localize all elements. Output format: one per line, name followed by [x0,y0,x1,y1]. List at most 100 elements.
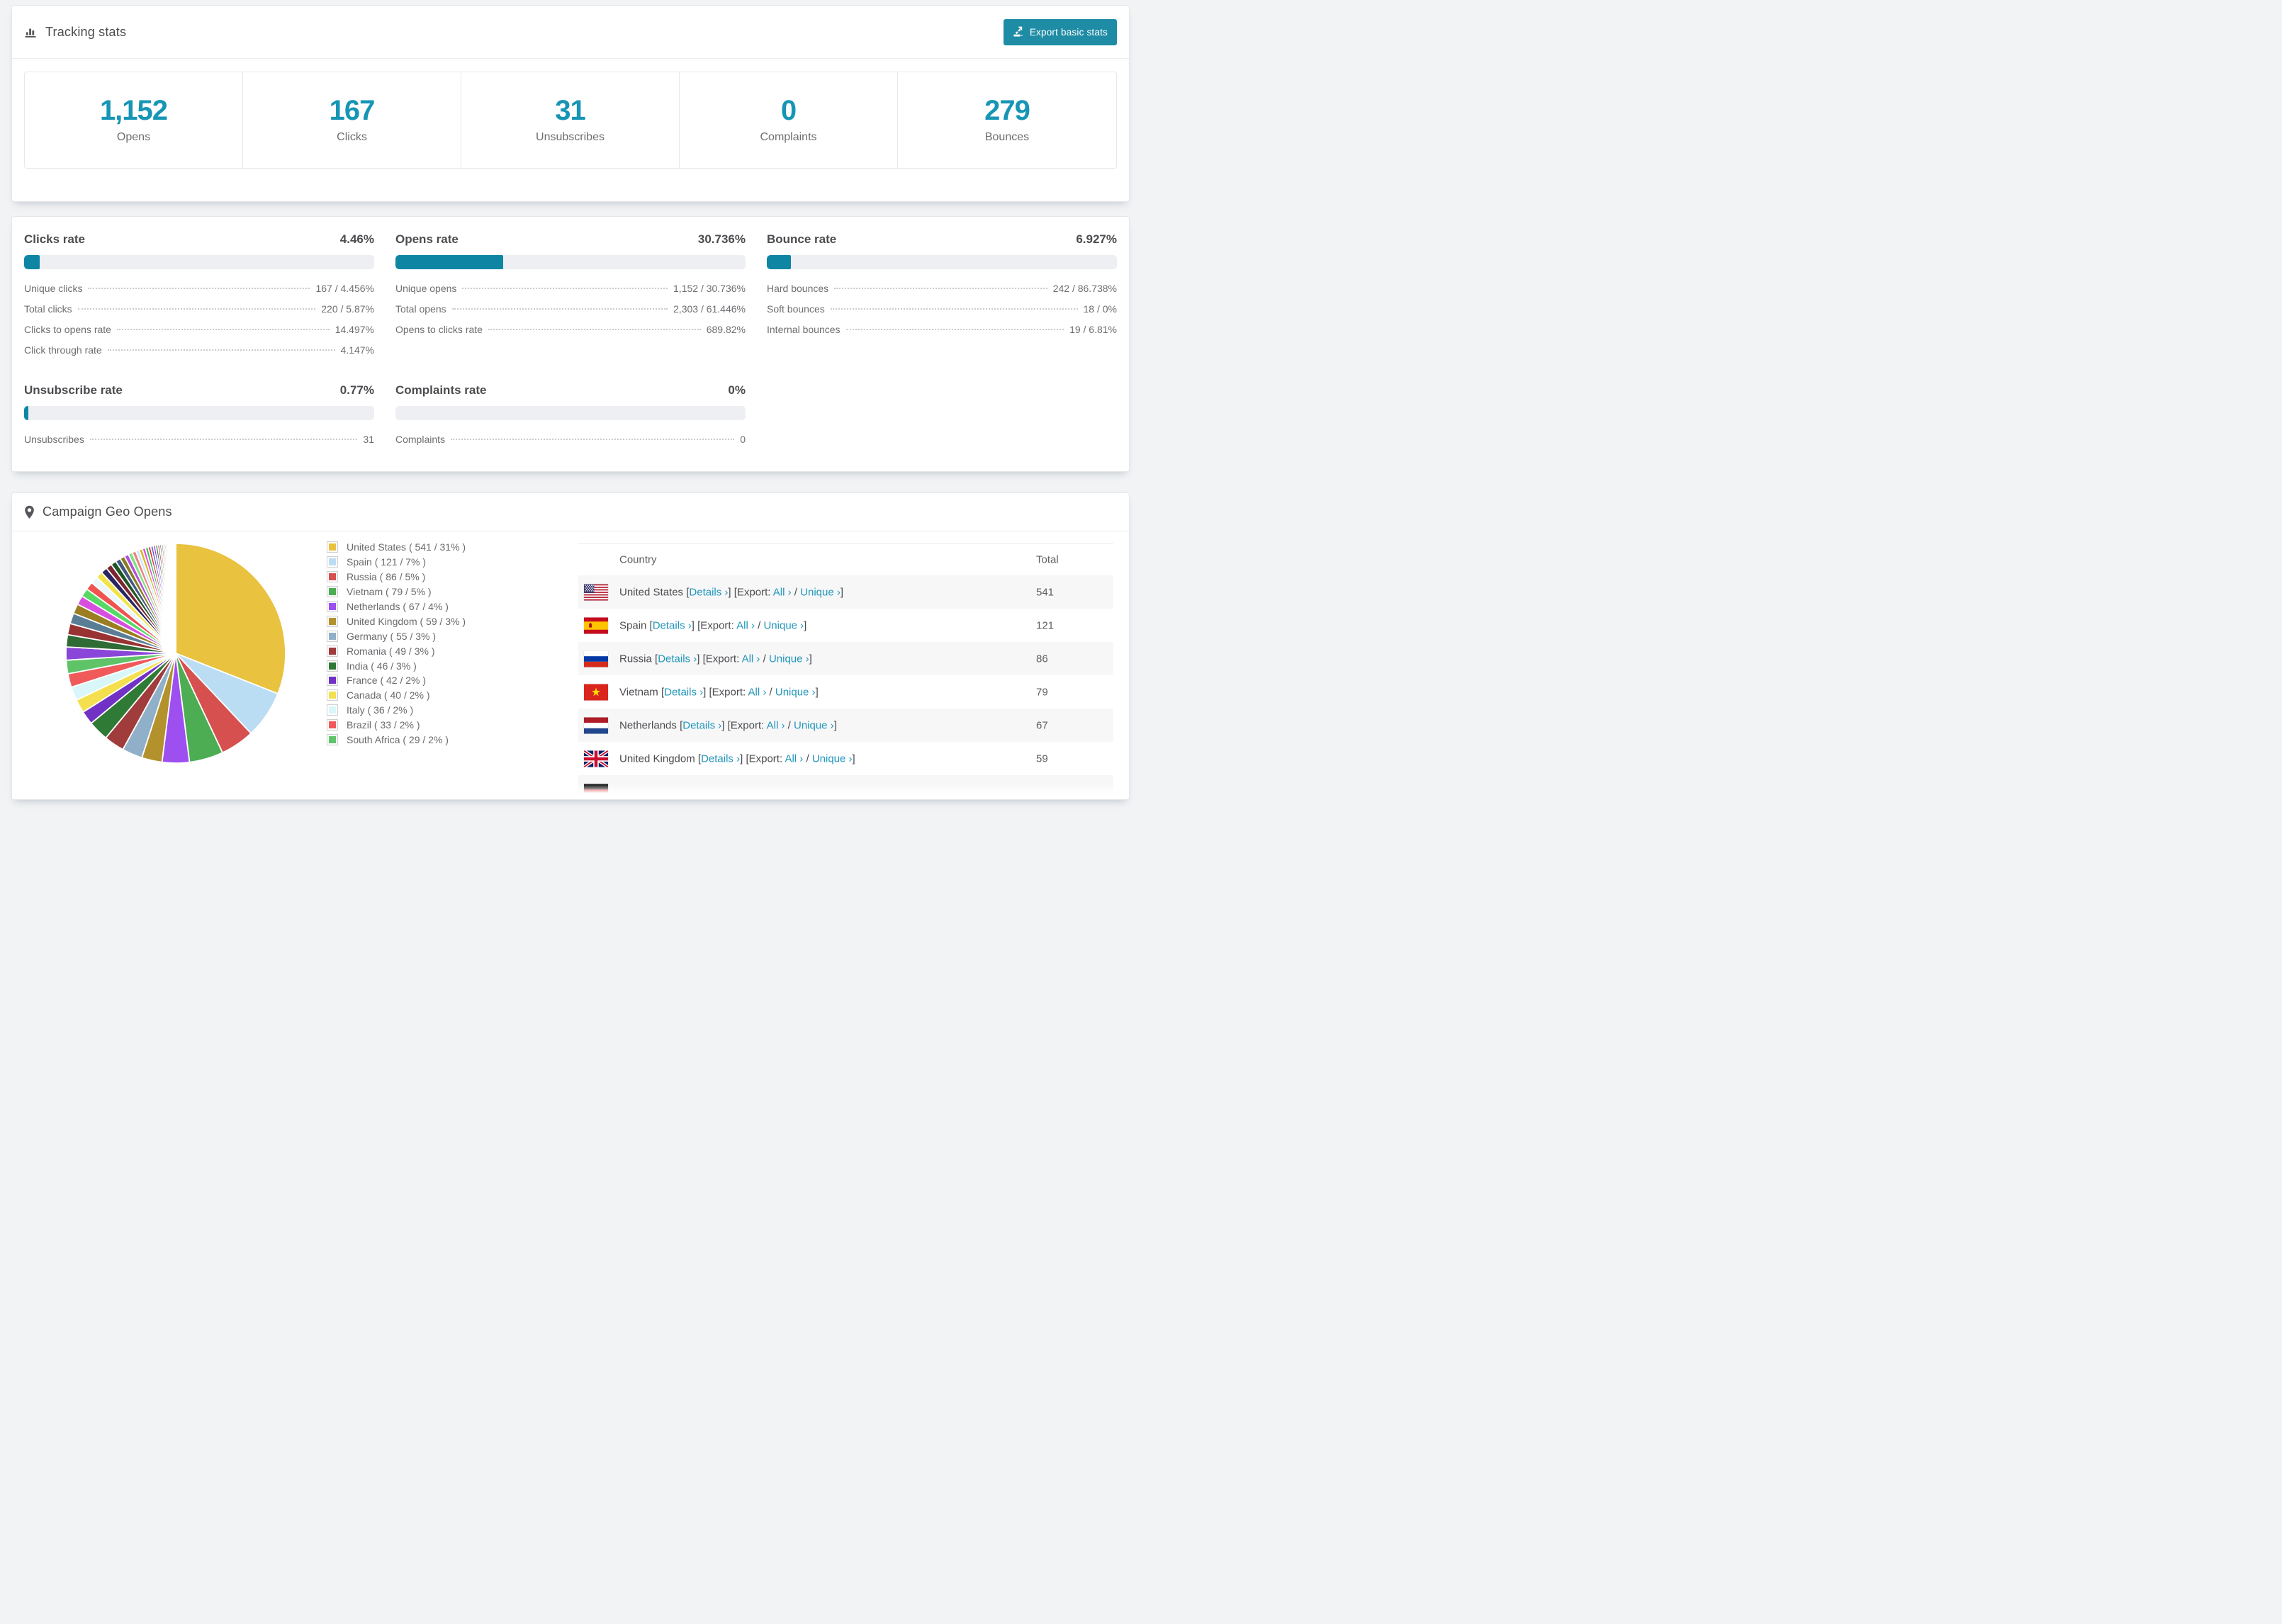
legend-item-germany: Germany ( 55 / 3% ) [327,628,466,643]
rate-row-value: 18 / 0% [1083,303,1117,315]
rate-row-label: Soft bounces [767,303,825,315]
legend-label: Canada ( 40 / 2% ) [347,689,430,701]
legend-swatch [327,556,338,568]
details-link[interactable]: Details › [664,686,704,698]
rate-panel-complaints-rate: Complaints rate 0% Complaints 0 [395,383,746,454]
flag-es-icon [584,617,608,633]
legend-label: South Africa ( 29 / 2% ) [347,734,449,746]
legend-item-france: France ( 42 / 2% ) [327,673,466,688]
rate-row-value: 31 [363,434,374,445]
slash: / [803,752,812,765]
rate-row-label: Unsubscribes [24,434,84,445]
rate-row-value: 167 / 4.456% [315,283,374,294]
export-label: [Export: [727,719,767,731]
rate-row-label: Click through rate [24,344,102,356]
summary-stat-complaints: 0 Complaints [680,72,898,168]
dotted-leader [462,288,668,289]
tracking-stats-page: Tracking stats Export basic stats 1,152 O… [0,0,1141,800]
stat-value: 1,152 [99,95,168,126]
rate-row-value: 1,152 / 30.736% [673,283,746,294]
export-all-link[interactable]: All › [766,719,785,731]
rates-grid: Clicks rate 4.46% Unique clicks 167 / 4.456… [12,217,1129,471]
dotted-leader [116,329,330,330]
flag-us-icon [584,584,608,600]
geo-table-row-russia: Russia [Details ›] [Export: All › / Uniq… [578,642,1113,675]
rate-row-opens-to-clicks-rate: Opens to clicks rate 689.82% [395,324,746,344]
dotted-leader [77,308,316,310]
export-all-link[interactable]: All › [748,686,767,698]
rate-row-internal-bounces: Internal bounces 19 / 6.81% [767,324,1117,344]
dotted-leader [845,329,1064,330]
details-link[interactable]: Details › [652,619,692,631]
bracket: [ [655,653,658,665]
bracket: ] [697,653,700,665]
rate-row-click-through-rate: Click through rate 4.147% [24,344,374,365]
bracket: ] [703,686,707,698]
bracket: ] [804,619,807,631]
legend-swatch [327,689,338,701]
rate-row-soft-bounces: Soft bounces 18 / 0% [767,303,1117,324]
rate-row-value: 2,303 / 61.446% [673,303,746,315]
geo-opens-card: Campaign Geo Opens United States ( 541 /… [11,492,1130,800]
export-unique-link[interactable]: Unique › [775,686,816,698]
legend-swatch [327,704,338,716]
rate-title: Opens rate [395,232,459,246]
rate-row-clicks-to-opens-rate: Clicks to opens rate 14.497% [24,324,374,344]
pie-slice-united-states [175,543,286,694]
export-unique-link[interactable]: Unique › [763,619,804,631]
legend-swatch [327,630,338,642]
details-link[interactable]: Details › [689,586,729,598]
details-link[interactable]: Details › [701,752,741,765]
export-unique-link[interactable]: Unique › [800,586,841,598]
bracket: [ [649,619,653,631]
export-all-link[interactable]: All › [736,619,755,631]
export-unique-link[interactable]: Unique › [811,752,853,765]
geo-table-body: United States [Details ›] [Export: All ›… [578,575,1113,799]
bracket: [ [661,686,665,698]
rate-value: 30.736% [697,232,746,246]
geo-table-row-vietnam: Vietnam [Details ›] [Export: All › / Uni… [578,675,1113,709]
country-name: Russia [619,653,652,665]
country-name: Netherlands [619,719,677,731]
legend-swatch [327,645,338,657]
rate-row-value: 689.82% [706,324,746,335]
geo-opens-table: Country Total United States [Details ›] … [578,543,1113,799]
rate-row-label: Unique opens [395,283,457,294]
rate-row-total-clicks: Total clicks 220 / 5.87% [24,303,374,324]
details-link[interactable]: Details › [682,719,722,731]
country-cell: Netherlands [Details ›] [Export: All › /… [619,719,837,731]
legend-item-south-africa: South Africa ( 29 / 2% ) [327,733,466,748]
legend-swatch [327,675,338,687]
export-label: [Export: [734,586,773,598]
export-all-link[interactable]: All › [741,653,760,665]
rate-row-label: Internal bounces [767,324,841,335]
rate-row-label: Total clicks [24,303,72,315]
legend-item-netherlands: Netherlands ( 67 / 4% ) [327,599,466,614]
rate-value: 6.927% [1076,232,1117,246]
geo-opens-title: Campaign Geo Opens [43,504,172,519]
rate-row-value: 220 / 5.87% [321,303,374,315]
export-all-link[interactable]: All › [785,752,804,765]
export-unique-link[interactable]: Unique › [768,653,809,665]
export-basic-stats-button[interactable]: Export basic stats [1003,18,1117,45]
export-all-link[interactable]: All › [772,586,792,598]
details-link[interactable]: Details › [658,653,697,665]
country-name: Spain [619,619,647,631]
country-cell: United Kingdom [Details ›] [Export: All … [619,752,855,765]
progress-fill [395,255,503,269]
legend-label: Italy ( 36 / 2% ) [347,704,414,716]
export-label: [Export: [702,653,742,665]
column-header-country: Country [619,553,657,566]
slash: / [785,719,794,731]
bracket: ] [721,719,725,731]
legend-label: Romania ( 49 / 3% ) [347,645,435,657]
dotted-leader [89,439,358,440]
dotted-leader [88,288,310,289]
export-unique-link[interactable]: Unique › [793,719,834,731]
summary-stats-row: 1,152 Opens 167 Clicks 31 Unsubscribes 0 Compla… [24,72,1117,169]
bar-chart-icon [24,26,38,39]
rate-row-label: Hard bounces [767,283,829,294]
legend-swatch [327,571,338,583]
stat-label: Clicks [337,131,367,143]
stat-label: Opens [116,131,151,143]
